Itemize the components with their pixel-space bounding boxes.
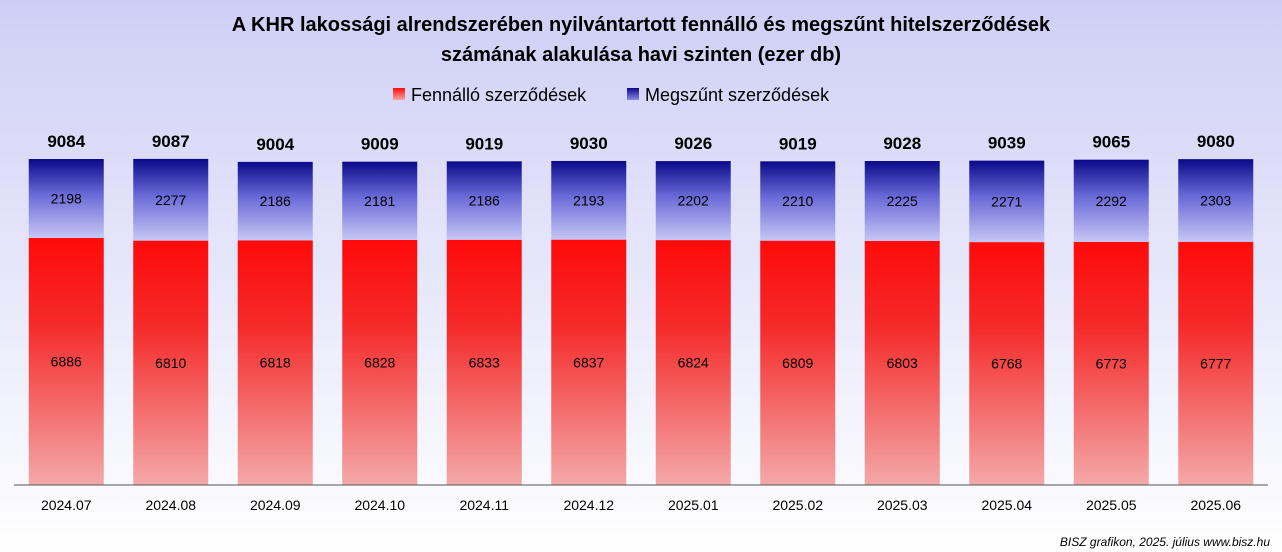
x-tick-2024.09: 2024.09 — [250, 497, 301, 513]
label-total-2025.01: 9026 — [674, 134, 712, 153]
bar-fennallo-2024.11 — [446, 239, 522, 485]
bar-megszunt-2024.09 — [237, 161, 313, 241]
bar-fennallo-2024.12 — [551, 239, 627, 485]
bar-megszunt-2025.05 — [1073, 159, 1149, 242]
bar-megszunt-2024.07 — [28, 159, 104, 238]
bar-fennallo-2025.02 — [760, 240, 836, 485]
label-megszunt-2025.04: 2271 — [991, 193, 1022, 209]
x-tick-2025.06: 2025.06 — [1190, 497, 1241, 513]
bar-megszunt-2024.11 — [446, 161, 522, 240]
legend-label-fennallo: Fennálló szerződések — [411, 85, 587, 105]
label-fennallo-2024.12: 6837 — [573, 354, 604, 370]
bar-fennallo-2025.01 — [655, 240, 731, 485]
label-total-2025.06: 9080 — [1197, 132, 1235, 151]
label-fennallo-2024.08: 6810 — [155, 355, 186, 371]
x-tick-2024.12: 2024.12 — [563, 497, 614, 513]
label-megszunt-2024.07: 2198 — [51, 190, 82, 206]
bar-fennallo-2024.07 — [28, 237, 104, 485]
label-fennallo-2025.06: 6777 — [1200, 355, 1231, 371]
label-megszunt-2024.11: 2186 — [469, 193, 500, 209]
label-fennallo-2024.09: 6818 — [260, 355, 291, 371]
bar-fennallo-2024.09 — [237, 240, 313, 485]
bar-megszunt-2025.06 — [1178, 159, 1254, 242]
label-fennallo-2024.10: 6828 — [364, 354, 395, 370]
bar-fennallo-2024.08 — [133, 240, 209, 485]
label-fennallo-2025.03: 6803 — [887, 355, 918, 371]
label-fennallo-2025.01: 6824 — [678, 355, 709, 371]
legend-label-megszunt: Megszűnt szerződések — [645, 85, 830, 105]
legend: Fennálló szerződések Megszűnt szerződése… — [393, 85, 830, 105]
x-axis-ticks: 2024.07 2024.08 2024.09 2024.10 2024.11 2024.… — [41, 497, 1241, 513]
bar-megszunt-2024.10 — [342, 161, 418, 240]
label-total-2024.08: 9087 — [152, 132, 190, 151]
label-megszunt-2024.08: 2277 — [155, 192, 186, 208]
x-tick-2025.03: 2025.03 — [877, 497, 928, 513]
label-megszunt-2024.12: 2193 — [573, 192, 604, 208]
label-total-2024.12: 9030 — [570, 134, 608, 153]
label-total-2024.10: 9009 — [361, 135, 399, 154]
x-tick-2025.02: 2025.02 — [772, 497, 823, 513]
label-megszunt-2025.05: 2292 — [1096, 193, 1127, 209]
bar-megszunt-2025.01 — [655, 161, 731, 241]
chart-title-line-1: A KHR lakossági alrendszerében nyilvánta… — [232, 14, 1051, 36]
label-total-2025.05: 9065 — [1092, 133, 1130, 152]
label-fennallo-2025.04: 6768 — [991, 356, 1022, 372]
x-tick-2025.04: 2025.04 — [981, 497, 1032, 513]
bar-fennallo-2025.04 — [969, 242, 1045, 485]
bar-fennallo-2025.06 — [1178, 241, 1254, 485]
label-megszunt-2024.09: 2186 — [260, 193, 291, 209]
source-note: BISZ grafikon, 2025. július www.bisz.hu — [1060, 535, 1270, 549]
bar-megszunt-2025.04 — [969, 160, 1045, 243]
bar-megszunt-2024.08 — [133, 158, 209, 241]
label-megszunt-2025.02: 2210 — [782, 193, 813, 209]
x-tick-2025.05: 2025.05 — [1086, 497, 1137, 513]
label-total-2024.07: 9084 — [47, 132, 85, 151]
legend-swatch-megszunt — [627, 88, 639, 100]
label-megszunt-2024.10: 2181 — [364, 193, 395, 209]
chart-title-line-2: számának alakulása havi szinten (ezer db… — [441, 44, 841, 66]
label-total-2025.03: 9028 — [883, 134, 921, 153]
label-total-2024.11: 9019 — [465, 134, 503, 153]
label-megszunt-2025.01: 2202 — [678, 193, 709, 209]
bar-fennallo-2025.05 — [1073, 241, 1149, 485]
bar-megszunt-2025.03 — [864, 161, 940, 241]
label-megszunt-2025.03: 2225 — [887, 193, 918, 209]
label-megszunt-2025.06: 2303 — [1200, 192, 1231, 208]
label-total-2025.04: 9039 — [988, 134, 1026, 153]
x-tick-2024.11: 2024.11 — [459, 497, 509, 513]
x-tick-2025.01: 2025.01 — [668, 497, 719, 513]
bar-fennallo-2024.10 — [342, 239, 418, 485]
x-tick-2024.10: 2024.10 — [354, 497, 405, 513]
label-total-2024.09: 9004 — [256, 135, 294, 154]
label-fennallo-2024.07: 6886 — [51, 353, 82, 369]
x-tick-2024.07: 2024.07 — [41, 497, 92, 513]
label-fennallo-2025.02: 6809 — [782, 355, 813, 371]
label-fennallo-2025.05: 6773 — [1096, 355, 1127, 371]
bar-megszunt-2024.12 — [551, 160, 627, 240]
legend-swatch-fennallo — [393, 88, 405, 100]
label-total-2025.02: 9019 — [779, 134, 817, 153]
x-tick-2024.08: 2024.08 — [145, 497, 196, 513]
bar-fennallo-2025.03 — [864, 240, 940, 485]
bars-layer: 6886 2198 9084 6810 2277 9087 6818 2186 9004 6828… — [28, 132, 1254, 485]
bar-megszunt-2025.02 — [760, 161, 836, 241]
label-fennallo-2024.11: 6833 — [469, 354, 500, 370]
